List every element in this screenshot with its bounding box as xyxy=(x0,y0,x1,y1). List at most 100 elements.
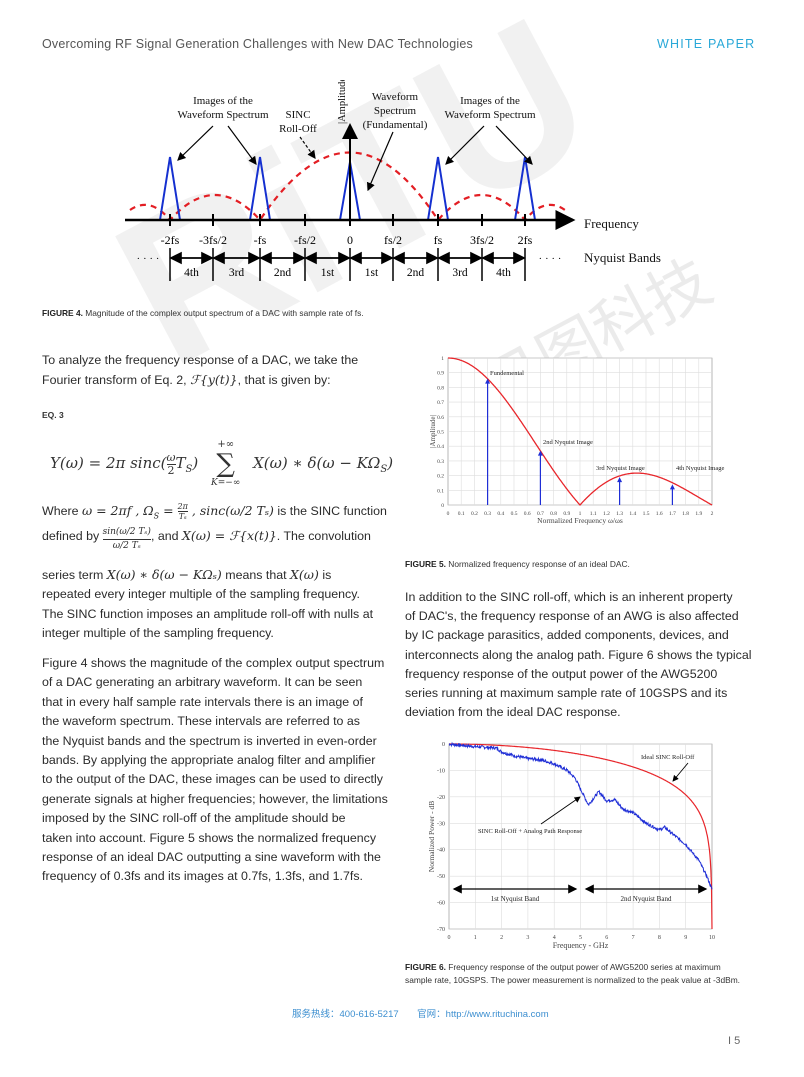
x-tick-label: 6 xyxy=(605,935,608,941)
label-fundamental: (Fundamental) xyxy=(363,119,428,131)
figure4-caption: FIGURE 4. Magnitude of the complex outpu… xyxy=(42,308,364,318)
y-tick-label: 0.9 xyxy=(437,371,444,377)
x-tick-label: 0.2 xyxy=(471,511,478,517)
arrow-image-left-2 xyxy=(227,125,257,165)
y-tick-label: -70 xyxy=(437,927,445,933)
image-spectrum xyxy=(159,156,181,221)
x-tick-label: 0.9 xyxy=(563,511,570,517)
y-tick-label: 0.6 xyxy=(437,415,444,421)
y-tick-label: -10 xyxy=(437,768,445,774)
website-link[interactable]: 官网：http://www.rituchina.com xyxy=(417,1009,549,1020)
sinc-rolloff-curve xyxy=(129,151,566,222)
x-tick-label: 5 xyxy=(579,935,582,941)
intro-paragraph: To analyze the frequency response of a D… xyxy=(42,353,359,388)
x-tick-label: 1.4 xyxy=(629,511,636,517)
tick-label: -fs xyxy=(254,233,267,247)
x-tick-label: 4 xyxy=(553,935,556,941)
plot-area xyxy=(447,357,713,506)
x-tick-label: 8 xyxy=(658,935,661,941)
nyquist-band-label: 1st xyxy=(321,267,335,279)
text-line: imposed by the SINC roll-off of the ampl… xyxy=(42,811,346,826)
x-tick-label: 0.6 xyxy=(524,511,531,517)
figure6-chart: 0 1 2 3 4 5 6 7 8 9 10 0 -10 -20 -30 -40 -50 -60 -70 Freque… xyxy=(427,741,715,950)
label-spectrum: Spectrum xyxy=(374,105,417,117)
stem-label: 4th Nyquist Image xyxy=(676,465,724,472)
x-tick-label: 0 xyxy=(447,511,450,517)
stem-arrowhead xyxy=(669,484,675,490)
x-tick-label: 9 xyxy=(684,935,687,941)
text-line: the waveform spectrum. These intervals a… xyxy=(42,714,360,729)
arrow-image-left-1 xyxy=(177,125,214,161)
y-tick-label: -20 xyxy=(437,795,445,801)
y-tick-label: 1 xyxy=(441,356,444,362)
figure4-diagram: -2fs -3fs/2 -fs -fs/2 0 fs/2 fs 3fs/2 2fs 4th 3rd 2… xyxy=(125,80,661,281)
text-line: frequency of 0.3fs and its images at 0.7… xyxy=(42,869,363,884)
stem-label: 2nd Nyquist Image xyxy=(543,439,593,446)
x-tick-label: 3 xyxy=(526,935,529,941)
nyquist-band-label: 4th xyxy=(184,267,199,279)
tick-label: -3fs/2 xyxy=(199,233,227,247)
y-tick-label: 0.3 xyxy=(437,459,444,465)
y-tick-label: -50 xyxy=(437,874,445,880)
y-tick-label: 0.7 xyxy=(437,400,444,406)
arrow-fundamental xyxy=(366,131,394,192)
legend-ideal-sinc: Ideal SINC Roll-Off xyxy=(641,754,695,761)
nyquist-band-label: 3rd xyxy=(452,267,468,279)
equation-3: Y(ω) = 2π sinc(ω 2 TS) +∞ ∑ K=−∞ X(ω) ∗ δ(ω … xyxy=(50,439,394,488)
arrow-sinc xyxy=(299,136,316,159)
nyquist-band-label: 2nd xyxy=(274,267,292,279)
x-tick-label: 0.7 xyxy=(537,511,544,517)
nyquist-band-label: 1st xyxy=(365,267,379,279)
page-number: I 5 xyxy=(728,1035,741,1047)
text-line: interconnects along the analog path. Fig… xyxy=(405,647,752,662)
y-axis-label: Normalized Power - dB xyxy=(427,801,436,872)
x-tick-label: 1.7 xyxy=(669,511,676,517)
x-tick-label: 0.3 xyxy=(484,511,491,517)
tick-label: fs xyxy=(434,233,443,247)
x-tick-label: 2 xyxy=(500,935,503,941)
label-frequency: Frequency xyxy=(584,216,639,231)
x-tick-label: 0.8 xyxy=(550,511,557,517)
x-tick-label: 10 xyxy=(709,935,715,941)
x-axis-label: Normalized Frequency ω/ωs xyxy=(537,516,623,525)
text-line: of a DAC generating an arbitrary wavefor… xyxy=(42,675,363,690)
label-images-left: Images of the xyxy=(193,95,253,107)
sinc-curve xyxy=(448,357,713,506)
label-images-left-2: Waveform Spectrum xyxy=(177,109,269,121)
nyquist-band-label: 2nd Nyquist Band xyxy=(621,895,672,903)
label-images-right: Images of the xyxy=(460,95,520,107)
stem-arrowhead xyxy=(537,450,543,456)
figure4-discussion-paragraph: Figure 4 shows the magnitude of the comp… xyxy=(42,654,388,887)
x-tick-label: 2 xyxy=(711,511,714,517)
text-line: frequency response of the output power o… xyxy=(405,666,718,681)
dots-left: · · · · xyxy=(137,253,160,265)
stem-arrowhead xyxy=(617,477,623,483)
x-tick-label: 1.3 xyxy=(616,511,623,517)
x-tick-label: 1.2 xyxy=(603,511,610,517)
nyquist-band-label: 3rd xyxy=(229,267,245,279)
document-title: Overcoming RF Signal Generation Challeng… xyxy=(42,37,473,51)
tick-label: -fs/2 xyxy=(294,233,316,247)
awg-paragraph: In addition to the SINC roll-off, which … xyxy=(405,588,751,722)
arrow-ideal xyxy=(672,762,689,782)
text-line: response of an ideal DAC outputting a si… xyxy=(42,850,381,865)
x-tick-label: 1.9 xyxy=(695,511,702,517)
legend-measured: SINC Roll-Off + Analog Path Response xyxy=(478,828,582,835)
arrow-measured xyxy=(540,796,581,825)
text-line: that in every half sample rate intervals… xyxy=(42,694,363,709)
y-tick-label: 0.5 xyxy=(437,430,444,436)
ideal-sinc-curve xyxy=(449,743,713,930)
label-waveform: Waveform xyxy=(372,91,419,103)
tick-label: 3fs/2 xyxy=(470,233,494,247)
nyquist-band-label: 2nd xyxy=(407,267,425,279)
arrow-image-right-1 xyxy=(445,125,485,165)
figure5-chart: 0 0.1 0.2 0.3 0.4 0.5 0.6 0.7 0.8 0.9 1 1.1 1.2 1.3 1.… xyxy=(429,356,724,525)
tick-label: fs/2 xyxy=(384,233,402,247)
y-axis-label: |Amplitude| xyxy=(429,415,437,448)
x-tick-label: 0.5 xyxy=(511,511,518,517)
text-line: generate signals at higher frequencies; … xyxy=(42,791,388,806)
x-tick-label: 1.8 xyxy=(682,511,689,517)
label-images-right-2: Waveform Spectrum xyxy=(444,109,536,121)
stem-label: 3rd Nyquist Image xyxy=(596,465,645,472)
x-tick-label: 1.5 xyxy=(643,511,650,517)
